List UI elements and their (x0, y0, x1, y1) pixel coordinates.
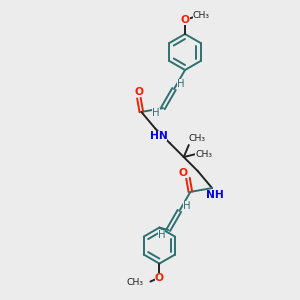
Text: CH₃: CH₃ (126, 278, 143, 287)
Text: O: O (155, 273, 164, 283)
Text: HN: HN (150, 131, 167, 141)
Text: CH₃: CH₃ (188, 134, 205, 142)
Text: H: H (152, 108, 160, 118)
Text: O: O (181, 15, 190, 25)
Text: CH₃: CH₃ (193, 11, 209, 20)
Text: H: H (177, 79, 185, 89)
Text: H: H (183, 201, 190, 211)
Text: CH₃: CH₃ (195, 150, 212, 159)
Text: O: O (178, 168, 188, 178)
Text: NH: NH (206, 190, 224, 200)
Text: H: H (158, 230, 165, 240)
Text: O: O (134, 87, 143, 97)
